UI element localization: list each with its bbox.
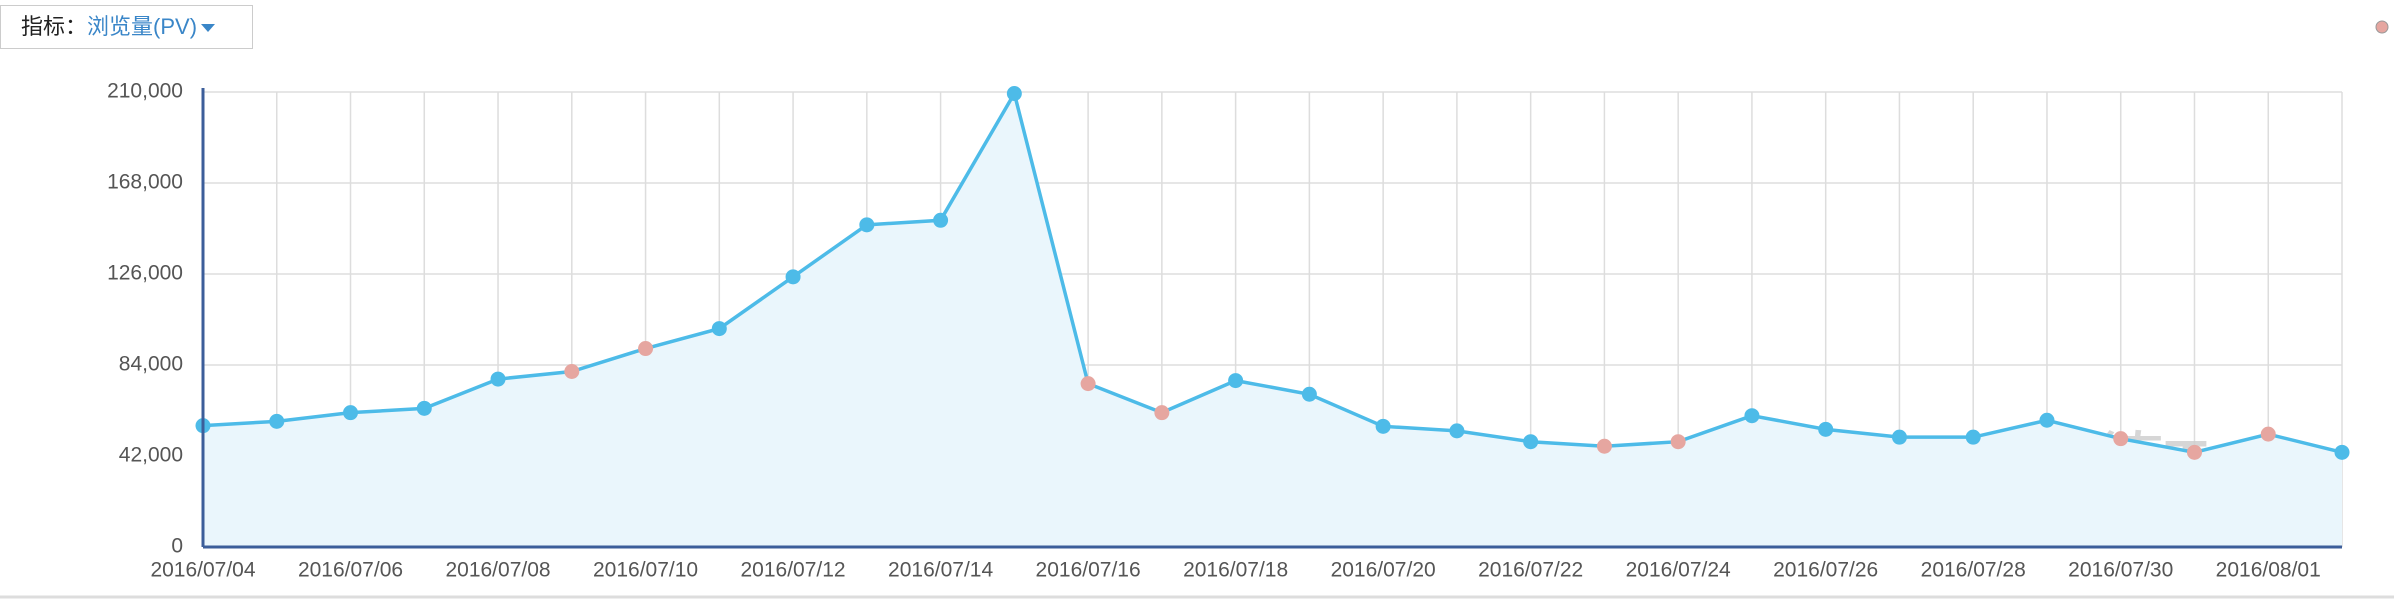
point (1596, 438, 1612, 454)
y-tick-label: 42,000 (119, 444, 183, 467)
point (343, 405, 359, 421)
x-tick-label: 2016/07/14 (888, 559, 993, 582)
y-tick-label: 126,000 (107, 262, 183, 285)
point (859, 217, 875, 233)
point (1228, 373, 1244, 389)
point (638, 341, 654, 357)
x-tick-label: 2016/07/26 (1773, 559, 1878, 582)
point (1375, 418, 1391, 434)
point (1523, 434, 1539, 450)
x-tick-label: 2016/07/16 (1036, 559, 1141, 582)
point (1744, 408, 1760, 424)
metric-value[interactable]: 浏览量(PV) (87, 14, 198, 39)
dropdown-arrow[interactable] (201, 24, 216, 33)
x-tick-label: 2016/07/06 (298, 559, 403, 582)
metric-label: 指标： (21, 14, 88, 39)
point (269, 413, 285, 429)
point (1301, 386, 1317, 402)
x-tick-label: 2016/07/22 (1478, 559, 1583, 582)
point (711, 321, 727, 337)
x-tick-label: 2016/07/10 (593, 559, 698, 582)
point (2113, 431, 2129, 447)
y-tick-label: 168,000 (107, 171, 183, 194)
point (416, 400, 432, 416)
x-tick-label: 2016/07/28 (1921, 559, 2026, 582)
point (2260, 426, 2276, 442)
metric-selector[interactable]: 指标：浏览量(PV) (0, 5, 253, 49)
area (203, 93, 2342, 548)
y-tick-label: 84,000 (119, 353, 183, 376)
point (1891, 429, 1907, 445)
x-tick-label: 2016/07/20 (1331, 559, 1436, 582)
point (2334, 444, 2350, 460)
x-tick-label: 2016/08/01 (2216, 559, 2321, 582)
point (1006, 86, 1022, 102)
point (490, 371, 506, 387)
x-tick-label: 2016/07/18 (1183, 559, 1288, 582)
point (933, 212, 949, 228)
point (1965, 429, 1981, 445)
y-tick-label: 0 (171, 535, 183, 558)
point (2039, 412, 2055, 428)
point (1670, 434, 1686, 450)
point (564, 364, 580, 379)
x-tick-label: 2016/07/24 (1626, 559, 1731, 582)
x-tick-label: 2016/07/08 (445, 559, 550, 582)
x-tick-label: 2016/07/30 (2068, 559, 2173, 582)
point (1818, 421, 1834, 437)
point (1449, 423, 1465, 439)
point (785, 269, 801, 285)
point (1154, 405, 1170, 421)
x-tick-label: 2016/07/12 (741, 559, 846, 582)
corner-icon (2375, 20, 2389, 34)
point (2186, 444, 2202, 460)
y-tick-label: 210,000 (107, 80, 183, 103)
line (202, 88, 2343, 455)
point (1080, 376, 1096, 392)
x-tick-label: 2016/07/04 (150, 559, 255, 582)
